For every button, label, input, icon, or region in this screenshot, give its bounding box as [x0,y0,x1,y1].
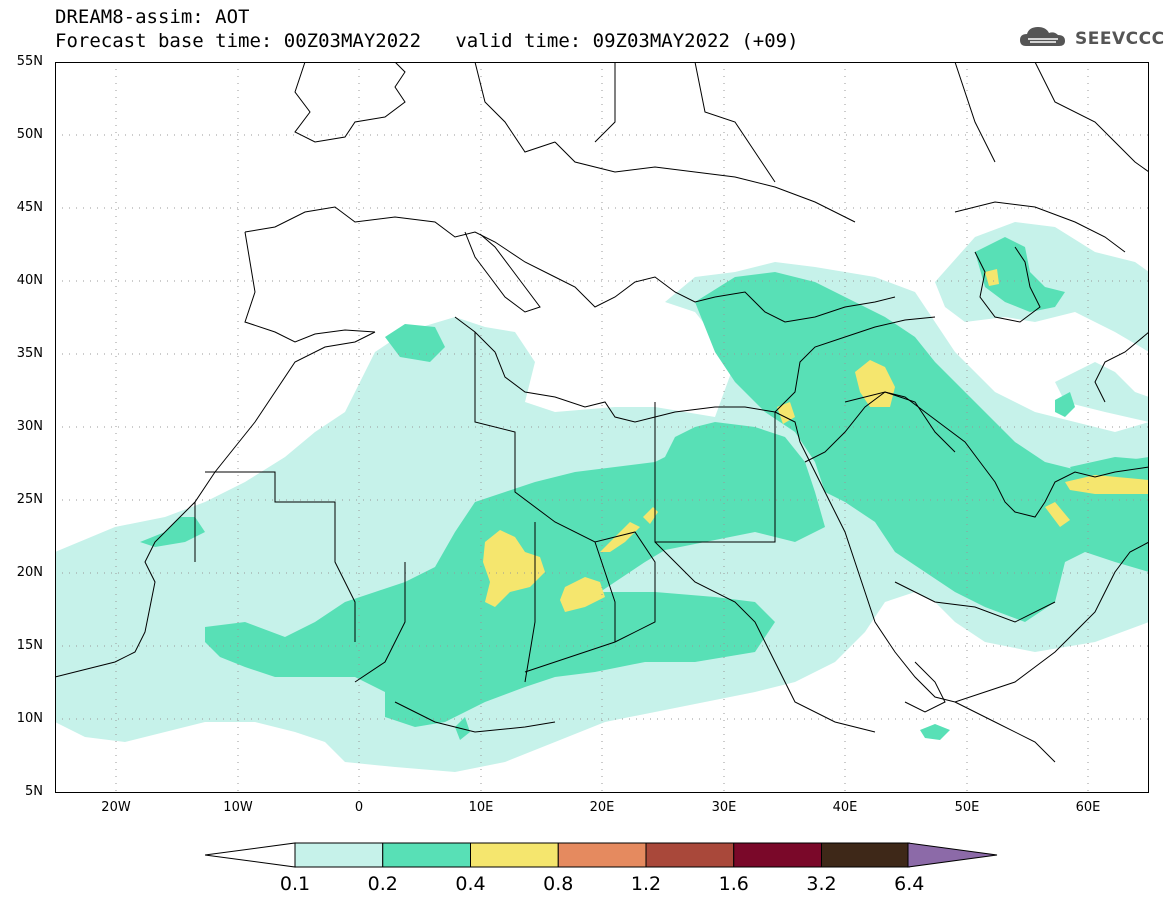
colorbar-label: 0.2 [367,873,398,895]
colorbar-label: 1.6 [718,873,749,895]
colorbar-over-arrow [907,842,998,868]
colorbar-cell-1.6 [733,842,822,868]
colorbar-cell-0.8 [557,842,647,868]
lon-tick-50E: 50E [954,800,980,815]
colorbar-label: 6.4 [894,873,925,895]
colorbar-label: 1.2 [630,873,662,895]
lat-tick-20N: 20N [16,565,43,580]
lat-tick-30N: 30N [16,419,43,434]
lon-tick-10E: 10E [468,800,494,815]
lat-tick-45N: 45N [16,200,43,215]
colorbar-under-arrow [205,842,296,868]
aot-level-0.4 [483,269,1149,612]
lon-tick-20E: 20E [589,800,615,815]
colorbar [205,842,998,868]
lat-tick-50N: 50N [16,127,43,142]
lat-tick-5N: 5N [25,784,43,799]
lon-tick-20W: 20W [101,800,131,815]
aot-map [55,62,1149,793]
forecast-time-line: Forecast base time: 00Z03MAY2022 valid t… [55,30,799,52]
colorbar-cell-3.2 [821,842,910,868]
seevccc-logo: SEEVCCC [1018,24,1165,54]
colorbar-label: 0.4 [455,873,486,895]
lon-tick-40E: 40E [832,800,858,815]
lon-tick-60E: 60E [1075,800,1101,815]
lon-tick-30E: 30E [711,800,737,815]
lat-tick-10N: 10N [16,711,43,726]
lon-tick-10W: 10W [223,800,253,815]
colorbar-label: 3.2 [806,873,837,895]
colorbar-cell-0.4 [470,842,559,868]
coastlines [55,62,1149,763]
cloud-icon [1018,24,1072,54]
lat-tick-15N: 15N [16,638,43,653]
title: DREAM8-assim: AOT [55,6,250,28]
colorbar-cell-0.1 [294,842,384,868]
colorbar-label: 0.8 [543,873,574,895]
colorbar-cell-1.2 [645,842,735,868]
colorbar-label: 0.1 [279,873,311,895]
lat-tick-55N: 55N [16,54,43,69]
lat-tick-35N: 35N [16,346,43,361]
lon-tick-0: 0 [354,800,364,815]
logo-text: SEEVCCC [1075,29,1165,49]
lat-tick-40N: 40N [16,273,43,288]
colorbar-cell-0.2 [382,842,471,868]
lat-tick-25N: 25N [16,492,43,507]
